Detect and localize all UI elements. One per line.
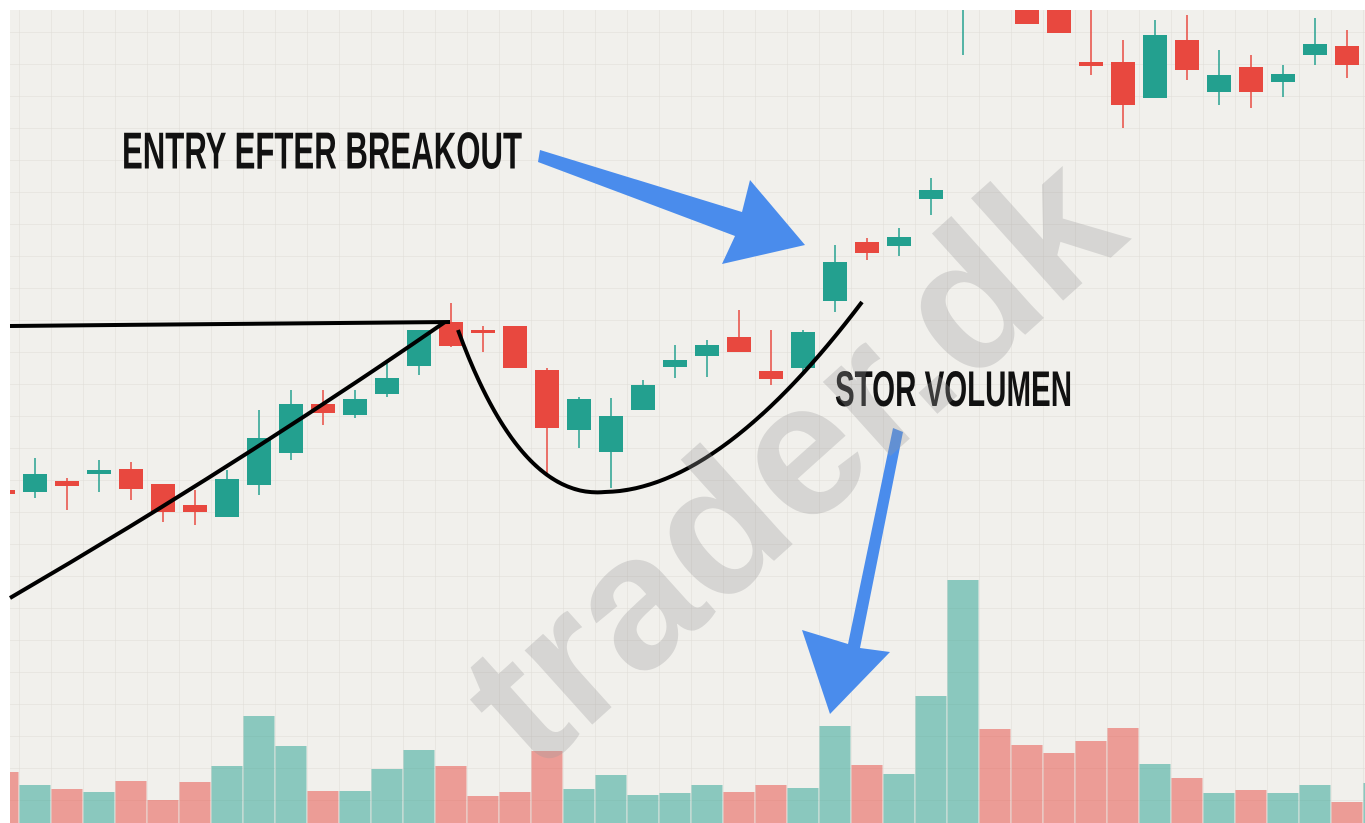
annotation: ENTRY EFTER BREAKOUT xyxy=(122,123,522,181)
grid xyxy=(10,10,1365,823)
volume-bar xyxy=(51,789,83,823)
candle-body xyxy=(887,237,911,246)
candle-body xyxy=(727,337,751,352)
volume-bar xyxy=(1011,745,1043,823)
volume-bar xyxy=(1299,785,1331,823)
volume-bar xyxy=(467,796,499,823)
candle-body xyxy=(1271,74,1295,82)
arrow xyxy=(802,428,903,714)
candle-body xyxy=(183,505,207,512)
candle-body xyxy=(567,399,591,430)
candle-body xyxy=(1015,10,1039,24)
candle-body xyxy=(471,330,495,333)
pattern-lines xyxy=(8,300,864,600)
candle-body xyxy=(23,474,47,492)
annotation: STOR VOLUMEN xyxy=(835,361,1072,417)
candle-body xyxy=(10,490,15,494)
volume-bar xyxy=(1235,790,1267,823)
candle-body xyxy=(343,399,367,415)
volume-bar xyxy=(787,788,819,823)
volume-bar xyxy=(371,769,403,823)
volume-bar xyxy=(19,785,51,823)
arrow xyxy=(538,150,805,264)
volume-bar xyxy=(179,782,211,823)
candle-body xyxy=(1143,35,1167,98)
volume-bar xyxy=(1203,793,1235,823)
volume-bar xyxy=(499,792,531,823)
candle-body xyxy=(759,371,783,379)
candle-body xyxy=(695,345,719,356)
volume-bar xyxy=(531,751,563,823)
candle-body xyxy=(87,470,111,474)
candle-body xyxy=(919,190,943,199)
volume-bar xyxy=(1107,728,1139,823)
volume-bar xyxy=(403,750,435,823)
candle-body xyxy=(55,481,79,486)
volume-bar xyxy=(915,696,947,823)
candle-body xyxy=(823,262,847,301)
volume-bar xyxy=(147,800,179,823)
candle-body xyxy=(1079,62,1103,66)
volume-bar xyxy=(211,766,243,823)
candle-body xyxy=(1175,40,1199,70)
volume-bar xyxy=(1267,793,1299,823)
volume-bar xyxy=(1363,783,1365,823)
volume-bar xyxy=(10,772,19,823)
volume-bar xyxy=(115,781,147,823)
candle-body xyxy=(1335,46,1359,65)
volume-bar xyxy=(819,726,851,823)
candle-body xyxy=(311,404,335,413)
volume-bar xyxy=(1331,802,1363,823)
volume-bar xyxy=(563,789,595,823)
volume-bar xyxy=(947,580,979,823)
candle-body xyxy=(599,416,623,452)
volume-bar xyxy=(1139,764,1171,823)
trend-line xyxy=(8,320,447,600)
volume-bar xyxy=(851,765,883,823)
candle-body xyxy=(119,469,143,489)
candle-body xyxy=(1303,44,1327,55)
volume-bar xyxy=(1171,778,1203,823)
volume-bar xyxy=(307,791,339,823)
volume-bar xyxy=(883,774,915,823)
volume-layer xyxy=(10,580,1365,823)
volume-bar xyxy=(755,785,787,823)
volume-bar xyxy=(1075,741,1107,823)
candle-body xyxy=(215,479,239,517)
volume-bar xyxy=(83,792,115,823)
volume-bar xyxy=(275,746,307,823)
volume-bar xyxy=(659,793,691,823)
resistance-line xyxy=(9,320,451,328)
volume-bar xyxy=(243,716,275,823)
volume-bar xyxy=(627,795,659,823)
candle-body xyxy=(1207,75,1231,92)
candle-body xyxy=(631,385,655,410)
volume-bar xyxy=(595,775,627,823)
candle-body xyxy=(663,360,687,367)
volume-bar xyxy=(691,785,723,823)
candle-body xyxy=(535,370,559,428)
volume-bar xyxy=(1043,753,1075,823)
volume-bar xyxy=(979,729,1011,823)
candle-body xyxy=(1239,67,1263,92)
volume-bar xyxy=(435,766,467,823)
cup-curve xyxy=(456,300,864,495)
candle-body xyxy=(503,326,527,368)
volume-bar xyxy=(339,791,371,823)
candle-layer xyxy=(10,10,1359,525)
candle-body xyxy=(1111,62,1135,105)
candle-body xyxy=(855,242,879,253)
candle-body xyxy=(375,378,399,394)
volume-bar xyxy=(723,792,755,823)
candle-body xyxy=(1047,10,1071,33)
